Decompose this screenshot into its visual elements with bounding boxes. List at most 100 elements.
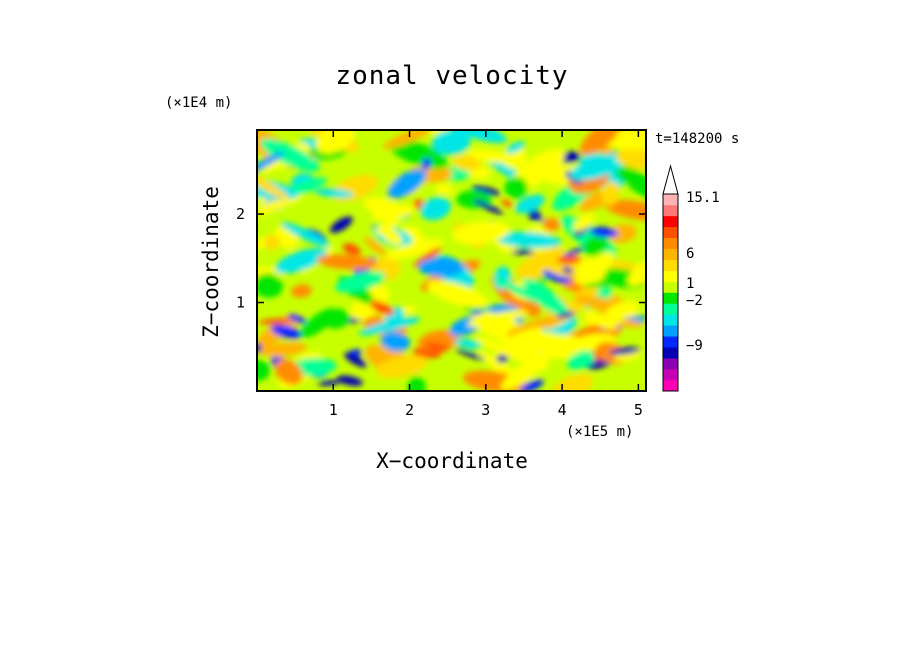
field-blob <box>575 252 615 286</box>
field-blob <box>467 309 528 327</box>
field-blob <box>264 234 281 251</box>
field-blob <box>627 256 646 286</box>
colorbar-swatch <box>663 248 678 260</box>
field-blob <box>560 246 589 258</box>
field-blob <box>580 130 622 156</box>
x-tick-label: 2 <box>405 401 414 419</box>
colorbar-label: −9 <box>686 338 703 354</box>
field-blob <box>473 199 504 215</box>
colorbar-swatch <box>663 369 678 381</box>
field-blob <box>387 169 427 199</box>
field-blob <box>601 181 620 206</box>
field-blob <box>452 221 510 244</box>
y-unit-label: (×1E4 m) <box>165 95 232 111</box>
field-blob <box>314 188 354 198</box>
colorbar-swatch <box>663 314 678 326</box>
field-blob <box>422 157 431 170</box>
field-blob <box>291 284 312 298</box>
field-blob <box>318 379 341 386</box>
field-blob <box>258 318 293 325</box>
y-tick-label: 1 <box>236 294 245 312</box>
chart-title: zonal velocity <box>335 61 568 91</box>
field-blob <box>542 217 561 232</box>
field-blob <box>344 352 367 368</box>
field-blob <box>260 138 320 172</box>
x-axis-label: X−coordinate <box>376 449 528 473</box>
field-blob <box>522 278 569 317</box>
plot-frame <box>256 129 647 392</box>
time-label: t=148200 s <box>655 131 739 147</box>
field-blob <box>519 379 544 391</box>
field-blob <box>257 151 285 176</box>
colorbar-frame <box>662 193 679 392</box>
field-blob <box>559 151 581 164</box>
y-axis: 12 <box>236 205 646 312</box>
field-blob <box>413 247 442 267</box>
colorbar-swatch <box>663 281 678 293</box>
field-blob <box>504 176 528 199</box>
colorbar-swatch <box>663 325 678 337</box>
field-blob <box>259 342 308 357</box>
colorbar-swatch <box>663 380 678 392</box>
colorbar: 15.1 6 1−2 −9 <box>662 164 720 392</box>
field-blob <box>369 300 395 316</box>
field-blob <box>371 204 414 221</box>
colorbar-swatch <box>663 259 678 271</box>
field-blob <box>257 168 290 201</box>
colorbar-swatch <box>663 226 678 239</box>
field-blob <box>494 231 562 249</box>
field-blob <box>452 155 481 171</box>
field-blob <box>363 237 387 256</box>
field-blob <box>613 163 646 203</box>
field-blob <box>420 197 451 221</box>
field-blob <box>380 331 411 352</box>
colorbar-swatch <box>663 336 678 348</box>
field-blob <box>257 273 284 298</box>
field-blob <box>316 254 378 270</box>
field-blob <box>514 194 545 214</box>
field-blob <box>329 216 353 233</box>
field-blob <box>435 184 454 195</box>
field-blob <box>274 359 303 385</box>
field-blob <box>379 226 403 246</box>
contour-field <box>257 130 646 391</box>
field-blob <box>609 347 641 355</box>
field-blob <box>604 199 646 221</box>
field-blob <box>615 149 646 170</box>
field-blob <box>589 226 619 238</box>
field-blob <box>336 375 363 386</box>
field-blob <box>567 350 595 370</box>
colorbar-swatch <box>663 270 678 282</box>
field-blob <box>431 130 471 156</box>
field-blob <box>525 331 577 358</box>
colorbar-extend-arrow <box>662 164 679 195</box>
colorbar-swatch <box>663 358 678 370</box>
colorbar-swatch <box>663 215 678 228</box>
colorbar-swatch <box>663 204 678 217</box>
x-tick-label: 4 <box>558 401 567 419</box>
field-blob <box>274 247 328 274</box>
field-blob <box>475 336 536 365</box>
field-blob <box>315 130 356 154</box>
field-blob <box>556 311 575 319</box>
field-blob <box>573 213 595 232</box>
field-blob <box>506 315 565 337</box>
field-blob <box>505 141 526 154</box>
field-blob <box>342 243 361 255</box>
field-blob <box>300 308 337 338</box>
colorbar-swatch <box>663 237 678 250</box>
field-blob <box>375 355 428 379</box>
field-blob <box>427 280 489 308</box>
x-tick-label: 1 <box>329 401 338 419</box>
colorbar-label: 1 <box>686 276 694 292</box>
field-blob <box>280 221 331 248</box>
field-blob <box>569 153 628 181</box>
colorbar-label: −2 <box>686 293 703 309</box>
field-blob <box>387 138 448 170</box>
field-blob <box>471 185 501 196</box>
x-tick-label: 3 <box>481 401 490 419</box>
field-blob <box>417 257 465 277</box>
colorbar-label: 15.1 <box>686 190 720 206</box>
colorbar-swatch <box>663 292 678 304</box>
